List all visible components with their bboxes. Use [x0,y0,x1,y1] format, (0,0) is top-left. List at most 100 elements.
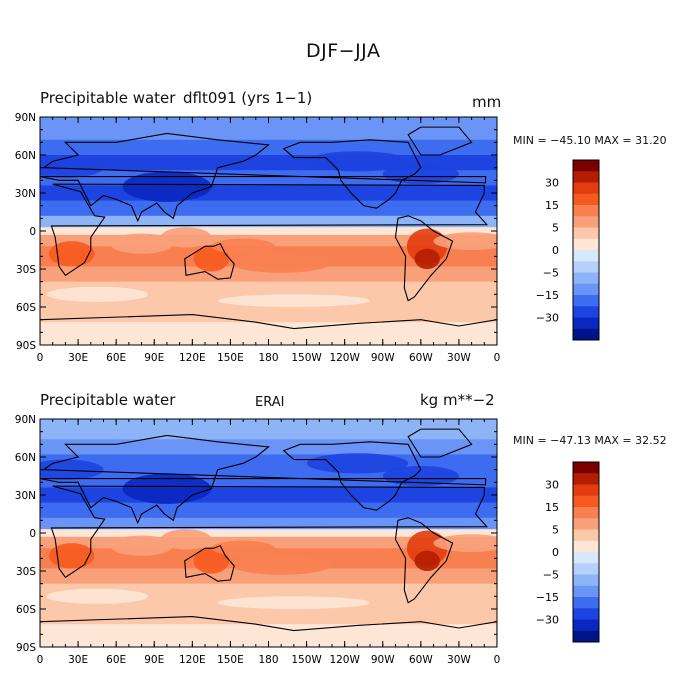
colorbar-swatch [573,227,599,240]
contour-band [40,487,497,504]
contour-band [40,281,497,302]
contour-region [48,543,95,569]
contour-band [40,215,497,228]
lon-tick-label: 0 [494,654,501,666]
continent-outline [407,126,473,156]
colorbar-swatch [573,473,599,485]
lon-tick-label: 90E [144,654,164,666]
panel2-min-max: MIN = −47.13 MAX = 32.52 [513,434,667,447]
lon-tick-label: 90W [371,352,395,364]
panel1-case-label: dflt091 (yrs 1−1) [183,89,313,107]
lon-tick-label: 120W [329,654,360,666]
colorbar-label: 5 [552,524,559,537]
colorbar-label: 0 [552,244,559,257]
lon-tick-label: 150W [291,352,322,364]
contour-region [230,252,332,273]
contour-region [382,465,459,487]
contour-region [46,588,148,604]
lat-tick-label: 0 [29,528,36,540]
contour-region [433,232,497,250]
lon-tick-label: 120W [329,352,360,364]
contour-region [217,294,371,307]
lon-tick-label: 150W [291,654,322,666]
contour-region [40,459,104,480]
panel2-case-label: ERAI [255,395,285,410]
colorbar-swatch [573,160,599,172]
colorbar-label: 30 [545,479,559,492]
contour-region [193,246,230,272]
contour-region [230,554,332,575]
contour-region [193,548,230,574]
colorbar-swatch [573,328,599,341]
contour-region [122,171,212,202]
colorbar-swatch [573,585,599,598]
field-contours [40,117,497,345]
colorbar: 30 15 5 0 −5 −15 −30 [536,461,600,643]
contour-band [40,185,497,202]
lon-tick-label: 180 [258,654,278,666]
lon-tick-label: 0 [37,654,44,666]
lon-tick-label: 60E [106,654,126,666]
contour-region [122,473,212,504]
panel1-units-label: mm [472,93,502,111]
colorbar-swatch [573,261,599,273]
contour-band [40,536,497,549]
contour-band [40,227,497,236]
lon-tick-label: 150E [217,352,244,364]
lat-tick-label: 30N [15,490,36,502]
coastlines [40,428,497,647]
colorbar-swatch [573,182,599,195]
contour-band [40,502,497,519]
contour-band [40,234,497,247]
colorbar-label: −30 [536,312,559,325]
contour-region [306,151,409,172]
continent-outline [394,517,454,604]
lat-tick-label: 90S [16,642,36,654]
contour-region [211,238,275,254]
lon-tick-label: 60E [106,352,126,364]
lat-tick-label: 30N [15,188,36,200]
colorbar-label: 5 [552,222,559,235]
continent-outline [40,314,497,345]
lat-tick-label: 0 [29,226,36,238]
lon-tick-label: 0 [494,352,501,364]
contour-region [40,157,104,178]
lon-tick-label: 90E [144,352,164,364]
lat-tick-label: 30S [16,566,36,578]
colorbar-swatch [573,193,599,206]
contour-region [414,248,440,269]
colorbar-swatch [573,283,599,296]
colorbar-swatch [573,619,599,632]
coastlines [40,126,497,345]
contour-region [48,241,95,267]
continent-outline [394,215,454,302]
colorbar-label: −5 [543,267,559,280]
contour-region [46,286,148,302]
lon-tick-label: 30W [447,352,471,364]
colorbar: 30 15 5 0 −5 −15 −30 [536,159,600,341]
contour-region [211,540,275,556]
lon-tick-label: 60W [409,352,433,364]
colorbar-swatch [573,306,599,318]
lat-tick-label: 60N [15,150,36,162]
contour-region [109,233,174,254]
colorbar-label: 15 [545,199,559,212]
contour-band [40,529,497,538]
contour-band [40,583,497,604]
lat-tick-label: 60S [16,604,36,616]
lat-tick-label: 90S [16,340,36,352]
lon-tick-label: 120E [179,654,206,666]
panel2-variable-label: Precipitable water [40,391,176,409]
colorbar-label: −15 [536,289,559,302]
continent-outline [282,139,422,209]
colorbar-swatch [573,462,599,474]
lat-tick-label: 90N [15,414,36,426]
contour-band [40,266,497,283]
colorbar-label: −30 [536,614,559,627]
colorbar-swatch [573,216,599,228]
continent-outline [40,132,487,223]
lon-tick-label: 180 [258,352,278,364]
lon-tick-label: 120E [179,352,206,364]
